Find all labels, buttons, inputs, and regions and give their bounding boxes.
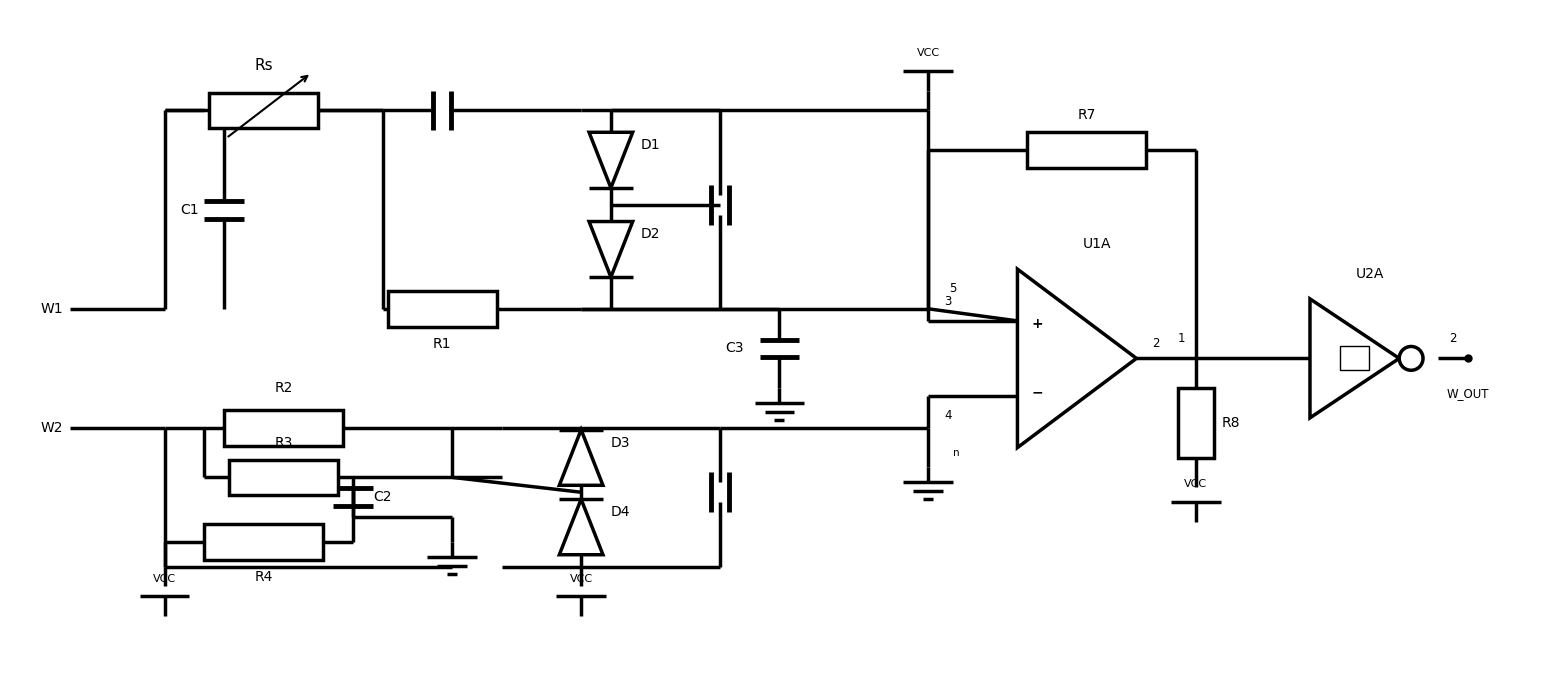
Polygon shape (1018, 269, 1137, 448)
Polygon shape (589, 221, 632, 277)
Text: R8: R8 (1222, 416, 1239, 430)
Text: Rs: Rs (254, 58, 273, 74)
Text: −: − (1032, 385, 1042, 399)
Text: U2A: U2A (1355, 267, 1383, 281)
Text: 2: 2 (1448, 332, 1456, 345)
Text: 3: 3 (945, 295, 951, 308)
Polygon shape (559, 430, 603, 485)
Bar (209, 93, 319, 128)
Text: +: + (1032, 317, 1042, 331)
Bar (229, 460, 338, 495)
Text: D2: D2 (641, 227, 660, 241)
Text: VCC: VCC (917, 48, 940, 58)
Polygon shape (1310, 299, 1399, 418)
Bar (387, 291, 497, 326)
Text: VCC: VCC (1185, 480, 1208, 489)
Text: W2: W2 (40, 421, 64, 435)
Text: W_OUT: W_OUT (1447, 387, 1489, 400)
Bar (1027, 133, 1146, 168)
Text: U1A: U1A (1083, 237, 1111, 251)
Bar (1340, 346, 1369, 370)
Text: 2: 2 (1152, 337, 1160, 350)
Text: W1: W1 (40, 302, 64, 316)
Text: C2: C2 (373, 491, 392, 504)
Text: VCC: VCC (153, 574, 177, 583)
Text: R4: R4 (254, 570, 273, 583)
Polygon shape (589, 133, 632, 188)
Text: R1: R1 (434, 337, 452, 350)
Text: 5: 5 (950, 282, 957, 295)
Text: C3: C3 (725, 341, 744, 355)
Text: R3: R3 (274, 436, 293, 450)
Text: VCC: VCC (570, 574, 593, 583)
Bar (204, 524, 324, 560)
Text: n: n (953, 447, 960, 458)
Text: D4: D4 (610, 505, 630, 519)
Text: D1: D1 (641, 138, 660, 153)
Text: 1: 1 (1177, 332, 1185, 345)
Bar (225, 410, 344, 446)
Text: D3: D3 (610, 436, 630, 450)
Circle shape (1399, 346, 1424, 370)
Text: C1: C1 (180, 203, 198, 216)
Polygon shape (559, 499, 603, 554)
Text: 4: 4 (945, 409, 951, 423)
Text: R2: R2 (274, 381, 293, 395)
Bar (1179, 388, 1214, 458)
Text: R7: R7 (1078, 109, 1097, 122)
